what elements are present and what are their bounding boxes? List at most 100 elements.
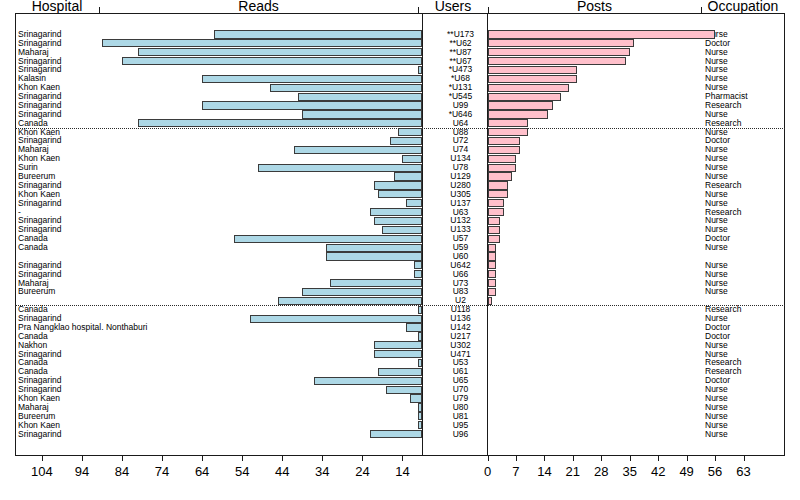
reads-bar — [386, 386, 422, 394]
reads-axis-tick — [282, 456, 283, 461]
posts-bar — [488, 235, 500, 243]
reads-axis-tick-label: 44 — [264, 464, 300, 479]
column-header-posts: Posts — [488, 0, 701, 13]
posts-axis-tick — [601, 456, 602, 461]
posts-bar — [488, 30, 716, 38]
pyramid-chart: Hospital Reads Users Posts Occupation Sr… — [0, 0, 800, 500]
frame-left-border — [15, 13, 16, 456]
posts-axis-tick — [744, 456, 745, 461]
reads-axis-tick-label: 64 — [184, 464, 220, 479]
column-header-occupation: Occupation — [701, 0, 785, 13]
reads-bar — [398, 128, 422, 136]
posts-bar — [488, 39, 634, 47]
hospital-label: Srinagarind — [18, 199, 398, 208]
reads-axis-tick-label: 34 — [304, 464, 340, 479]
reads-axis-tick — [242, 456, 243, 461]
reads-bar — [302, 110, 422, 118]
posts-bar — [488, 190, 508, 198]
reads-bar — [278, 297, 422, 305]
posts-bar — [488, 261, 496, 269]
hospital-label: Nakhon — [18, 341, 398, 350]
occupation-label: Nurse — [705, 243, 783, 252]
reads-bar — [406, 323, 422, 331]
posts-bar — [488, 66, 577, 74]
posts-axis-tick — [573, 456, 574, 461]
reads-axis-tick — [42, 456, 43, 461]
posts-bar — [488, 48, 630, 56]
hospital-label: Bureerum — [18, 172, 398, 181]
hospital-label: Khon Kaen — [18, 394, 398, 403]
frame-right-border — [784, 13, 785, 456]
reads-bar — [370, 430, 422, 438]
reads-bar — [326, 252, 422, 260]
posts-bar — [488, 297, 492, 305]
header-divider-tick — [488, 7, 489, 13]
reads-bar — [330, 279, 422, 287]
hospital-label: Khon Kaen — [18, 154, 398, 163]
reads-axis-tick — [82, 456, 83, 461]
reads-axis-tick-label: 84 — [104, 464, 140, 479]
hospital-label: Canada — [18, 305, 398, 314]
hospital-label: Srinagarind — [18, 350, 398, 359]
reads-bar — [374, 217, 422, 225]
posts-bar — [488, 217, 500, 225]
reads-bar — [202, 101, 422, 109]
header-divider-tick — [99, 7, 100, 13]
column-header-users: Users — [418, 0, 488, 13]
reads-bar — [394, 172, 422, 180]
reads-axis-tick — [162, 456, 163, 461]
posts-bar — [488, 172, 512, 180]
reads-axis-tick-label: 74 — [144, 464, 180, 479]
reads-bar — [418, 332, 422, 340]
hospital-label: Srinagarind — [18, 270, 398, 279]
reads-bar — [202, 75, 422, 83]
posts-bar — [488, 110, 549, 118]
posts-bar — [488, 270, 496, 278]
reads-bar — [138, 119, 422, 127]
hospital-label: Pra Nangklao hospital. Nonthaburi — [18, 323, 398, 332]
reads-bar — [326, 244, 422, 252]
posts-axis-tick — [658, 456, 659, 461]
reads-bar — [122, 57, 423, 65]
posts-bar — [488, 137, 521, 145]
reads-axis-tick-label: 104 — [24, 464, 60, 479]
hospital-label: Canada — [18, 332, 398, 341]
posts-bar — [488, 101, 553, 109]
hospital-label: Srinagarind — [18, 181, 398, 190]
reads-bar — [102, 39, 423, 47]
reads-bar — [258, 164, 422, 172]
reads-bar — [410, 394, 422, 402]
reads-bar — [234, 235, 422, 243]
posts-bar — [488, 75, 577, 83]
reads-bar — [378, 368, 422, 376]
posts-bar — [488, 279, 496, 287]
reads-bar — [378, 190, 422, 198]
hospital-label: Maharaj — [18, 403, 398, 412]
reads-bar — [138, 48, 422, 56]
reads-bar — [270, 84, 422, 92]
posts-bar — [488, 84, 569, 92]
posts-bar — [488, 146, 521, 154]
posts-bar — [488, 164, 516, 172]
reads-axis-tick-label: 94 — [64, 464, 100, 479]
posts-bar — [488, 252, 496, 260]
reads-bar — [250, 315, 422, 323]
hospital-label: Srinagarind — [18, 225, 398, 234]
reads-bar — [298, 93, 422, 101]
column-header-hospital: Hospital — [15, 0, 99, 13]
reads-bar — [314, 377, 422, 385]
posts-bar — [488, 155, 516, 163]
reads-bar — [406, 199, 422, 207]
reads-axis-tick-label: 54 — [224, 464, 260, 479]
reads-axis-tick — [122, 456, 123, 461]
reads-axis-tick — [402, 456, 403, 461]
hospital-label: Srinagarind — [18, 430, 398, 439]
reads-bar — [214, 30, 422, 38]
posts-axis-tick — [687, 456, 688, 461]
posts-axis-tick — [715, 456, 716, 461]
reads-axis-tick — [202, 456, 203, 461]
posts-axis-tick — [488, 456, 489, 461]
reads-bar — [418, 306, 422, 314]
header-divider-tick — [701, 7, 702, 13]
reads-bar — [418, 66, 422, 74]
